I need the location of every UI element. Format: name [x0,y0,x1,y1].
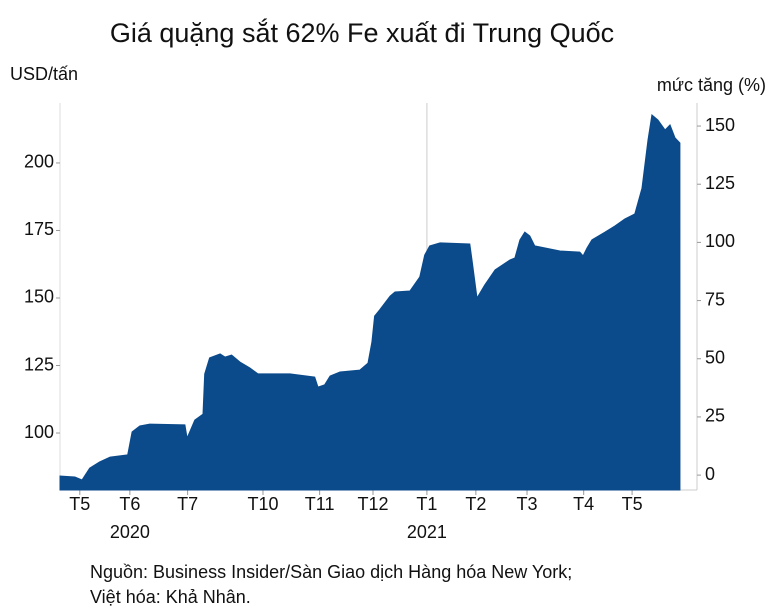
y2-tick-label: 150 [705,115,735,135]
area [59,113,681,491]
x-tick-label: T6 [119,494,140,514]
y-tick-label: 125 [24,354,54,374]
y2-tick-label: 50 [705,348,725,368]
y-tick-label: 200 [24,152,54,172]
x-tick-label: T1 [416,494,437,514]
x-tick-label: T12 [357,494,388,514]
x-tick-label: T11 [305,494,335,514]
year-label: 2021 [407,522,447,542]
y2-tick-label: 0 [705,464,715,484]
x-tick-label: T5 [622,494,643,514]
y2-axis-title: mức tăng (%) [657,75,766,95]
source-line: Việt hóa: Khả Nhân. [90,587,251,607]
x-tick-label: T10 [247,494,278,514]
x-tick-label: T7 [177,494,198,514]
y-tick-label: 150 [24,287,54,307]
y2-tick-label: 100 [705,231,735,251]
source-line: Nguồn: Business Insider/Sàn Giao dịch Hà… [90,562,572,582]
y2-tick-label: 25 [705,406,725,426]
y-tick-label: 100 [24,422,54,442]
year-label: 2020 [110,522,150,542]
y-axis-title: USD/tấn [10,64,78,84]
chart-title: Giá quặng sắt 62% Fe xuất đi Trung Quốc [110,17,614,48]
x-tick-label: T5 [69,494,90,514]
x-tick-label: T3 [517,494,538,514]
y2-tick-label: 75 [705,289,725,309]
y2-tick-label: 125 [705,173,735,193]
x-tick-label: T2 [465,494,486,514]
y-tick-label: 175 [24,219,54,239]
x-tick-label: T4 [573,494,594,514]
